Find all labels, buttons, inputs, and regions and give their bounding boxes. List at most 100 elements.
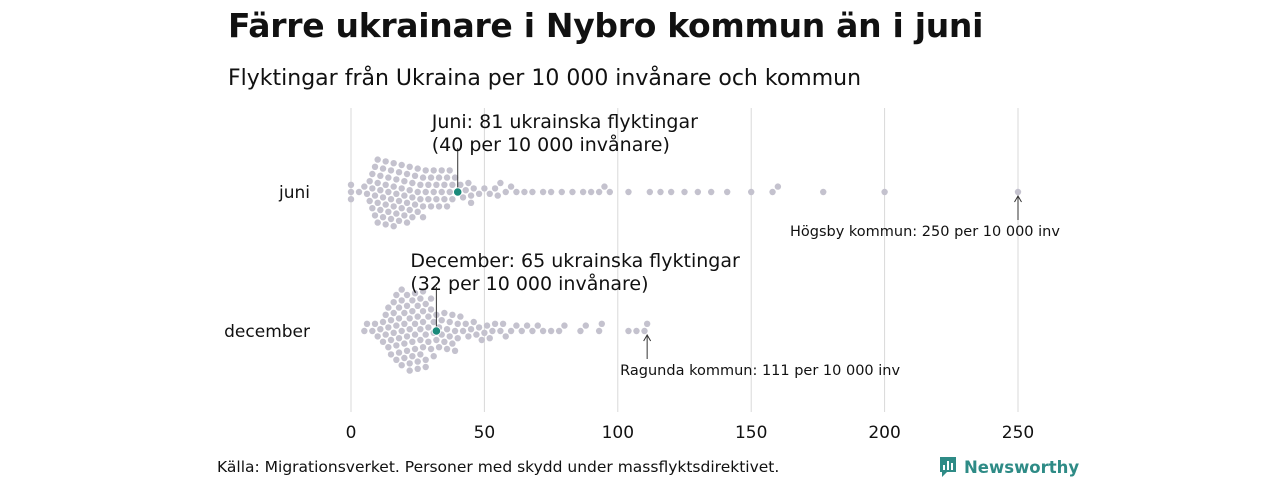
data-point — [393, 356, 400, 363]
x-tick-label: 0 — [346, 423, 357, 443]
data-point — [774, 183, 782, 190]
data-point — [382, 311, 389, 318]
data-point — [425, 313, 432, 320]
data-point — [403, 199, 411, 206]
data-point — [529, 327, 536, 335]
data-point — [443, 345, 451, 353]
data-point — [417, 351, 424, 358]
data-point — [406, 187, 413, 194]
data-point — [390, 223, 397, 230]
data-point — [395, 349, 403, 356]
data-point — [401, 320, 408, 327]
data-point — [409, 338, 416, 345]
data-point — [502, 188, 509, 196]
data-point — [606, 188, 613, 196]
data-point — [425, 338, 432, 345]
data-point — [539, 188, 547, 196]
data-point — [539, 327, 547, 335]
data-point — [411, 290, 419, 297]
data-point — [403, 219, 411, 226]
data-point — [579, 188, 587, 196]
data-point — [748, 188, 755, 196]
data-point — [393, 176, 400, 183]
data-point — [569, 188, 576, 196]
data-point — [473, 331, 480, 338]
data-point — [430, 167, 437, 174]
data-point — [497, 327, 504, 335]
chart-subtitle: Flyktingar från Ukraina per 10 000 invån… — [228, 66, 862, 91]
data-point — [374, 333, 381, 340]
data-point — [387, 215, 395, 223]
data-point — [694, 188, 702, 196]
data-point — [366, 178, 373, 185]
data-point — [414, 358, 421, 365]
data-point — [414, 302, 421, 309]
data-point — [385, 344, 392, 351]
data-point — [390, 183, 397, 190]
max-arrow-head — [643, 334, 652, 342]
data-point — [419, 174, 427, 181]
data-point — [598, 320, 605, 327]
data-point — [411, 172, 419, 179]
data-point — [491, 320, 499, 327]
data-point — [379, 214, 387, 221]
data-point — [401, 178, 408, 185]
data-point — [395, 315, 403, 322]
data-point — [641, 327, 648, 335]
data-point — [411, 201, 419, 208]
data-point — [401, 354, 408, 362]
data-point — [449, 311, 456, 318]
data-point — [881, 188, 888, 196]
data-point — [417, 196, 424, 203]
data-point — [398, 327, 405, 335]
data-point — [395, 335, 403, 342]
data-point — [547, 188, 555, 196]
data-point — [435, 203, 443, 210]
data-point — [374, 156, 381, 163]
data-point — [387, 167, 395, 174]
data-point — [382, 158, 389, 165]
data-point — [406, 163, 413, 170]
data-point — [422, 167, 429, 174]
data-point — [470, 318, 477, 326]
data-point — [427, 203, 435, 210]
data-point — [446, 318, 453, 326]
data-point — [419, 308, 427, 315]
brand-logo: Newsworthy — [938, 456, 1079, 478]
data-point — [414, 188, 421, 196]
data-point — [433, 336, 440, 344]
data-point — [430, 353, 437, 360]
data-point — [489, 327, 496, 335]
data-point — [409, 353, 416, 360]
data-point — [443, 203, 451, 210]
highlight-annotation: Juni: 81 ukrainska flyktingar (40 per 10 … — [431, 111, 698, 156]
data-point — [369, 205, 376, 212]
data-point — [387, 351, 395, 358]
data-point — [462, 320, 469, 327]
data-point — [417, 336, 424, 344]
data-point — [395, 304, 403, 311]
max-arrow-head — [1014, 195, 1022, 203]
data-point — [393, 190, 400, 197]
data-point — [401, 212, 408, 219]
data-point — [347, 196, 355, 203]
data-point — [379, 165, 387, 172]
data-point — [390, 299, 397, 306]
data-point — [507, 327, 515, 335]
data-point — [427, 295, 435, 302]
category-label: juni — [278, 183, 310, 203]
data-point — [433, 181, 440, 188]
data-point — [393, 322, 400, 329]
data-point — [438, 188, 445, 196]
data-point — [369, 170, 376, 178]
data-point — [475, 324, 483, 331]
data-point — [366, 197, 373, 205]
data-point — [411, 345, 419, 353]
data-point — [419, 318, 427, 326]
data-point — [475, 190, 483, 197]
data-point — [467, 326, 475, 333]
data-point — [382, 331, 389, 338]
data-point — [643, 320, 651, 327]
data-point — [438, 317, 445, 324]
data-point — [387, 317, 395, 324]
